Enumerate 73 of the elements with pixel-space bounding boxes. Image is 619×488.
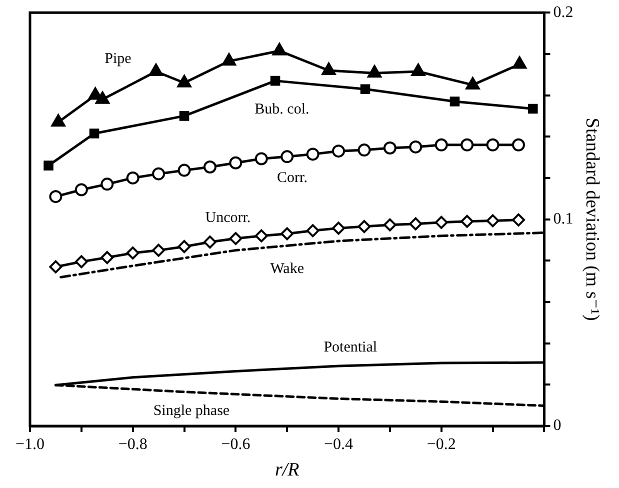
point bbox=[409, 217, 422, 230]
point bbox=[222, 53, 236, 66]
point bbox=[49, 260, 62, 274]
x-tick-label: −1.0 bbox=[15, 436, 45, 453]
point bbox=[466, 76, 480, 90]
point bbox=[254, 229, 268, 242]
point bbox=[460, 138, 474, 152]
x-tick-label: −0.6 bbox=[221, 436, 250, 453]
point bbox=[358, 220, 371, 234]
point bbox=[44, 160, 54, 170]
point bbox=[229, 156, 242, 170]
point bbox=[512, 56, 527, 69]
point bbox=[332, 222, 346, 235]
point bbox=[367, 65, 382, 78]
point bbox=[512, 138, 525, 152]
point bbox=[411, 64, 426, 76]
point bbox=[152, 167, 166, 180]
point bbox=[100, 178, 114, 191]
point bbox=[332, 144, 346, 158]
point bbox=[280, 227, 294, 240]
point bbox=[383, 141, 396, 154]
point bbox=[148, 64, 164, 76]
point bbox=[152, 244, 166, 257]
point bbox=[486, 214, 500, 228]
point bbox=[100, 251, 114, 264]
point bbox=[383, 218, 396, 232]
point bbox=[178, 240, 191, 254]
x-tick-label: −0.2 bbox=[426, 436, 456, 453]
y-tick-label: 0.2 bbox=[553, 4, 574, 21]
series-label: Pipe bbox=[104, 51, 132, 68]
point bbox=[177, 74, 192, 88]
point bbox=[486, 138, 500, 152]
point bbox=[360, 84, 370, 94]
point bbox=[178, 164, 191, 177]
point bbox=[512, 213, 525, 226]
point bbox=[270, 76, 280, 86]
y-tick-label: 0 bbox=[553, 417, 562, 434]
point bbox=[434, 138, 448, 152]
x-axis-title: r/R bbox=[274, 460, 300, 481]
point bbox=[434, 216, 448, 229]
series-label: Potential bbox=[324, 339, 378, 356]
series-label: Single phase bbox=[153, 402, 230, 419]
point bbox=[306, 148, 320, 161]
point bbox=[450, 96, 460, 106]
point bbox=[528, 104, 538, 114]
series-label: Bub. col. bbox=[254, 102, 310, 118]
point bbox=[95, 91, 110, 104]
point bbox=[254, 152, 268, 166]
point bbox=[229, 232, 242, 246]
point bbox=[358, 144, 371, 157]
point bbox=[272, 42, 286, 56]
point bbox=[460, 214, 474, 228]
point bbox=[89, 128, 100, 138]
point bbox=[49, 190, 62, 204]
point bbox=[203, 236, 216, 249]
point bbox=[126, 171, 140, 184]
point bbox=[126, 246, 140, 260]
point bbox=[74, 255, 88, 268]
point bbox=[179, 111, 190, 121]
point bbox=[306, 224, 320, 238]
series-label: Uncorr. bbox=[205, 210, 251, 226]
x-tick-label: −0.8 bbox=[118, 436, 148, 453]
y-tick-label: 0.1 bbox=[553, 210, 574, 228]
point bbox=[280, 150, 294, 164]
x-tick-label: −0.4 bbox=[324, 436, 354, 453]
series-label: Corr. bbox=[277, 170, 308, 186]
y-axis-title: Standard deviation (m s⁻¹) bbox=[582, 118, 603, 321]
point bbox=[203, 160, 216, 174]
point bbox=[322, 62, 336, 75]
point bbox=[409, 140, 422, 154]
point bbox=[51, 114, 66, 127]
point bbox=[74, 183, 88, 196]
series-label: Wake bbox=[270, 260, 304, 277]
